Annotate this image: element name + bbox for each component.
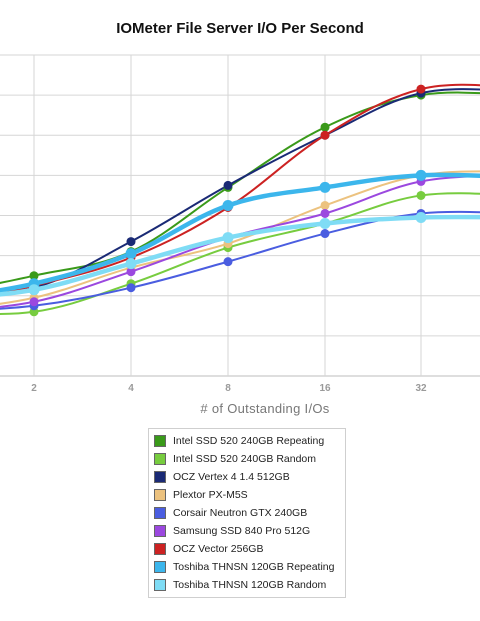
legend-item: Intel SSD 520 240GB Repeating <box>149 432 345 450</box>
series-3-point <box>126 237 136 247</box>
legend-label: Intel SSD 520 240GB Random <box>173 453 317 465</box>
x-tick-label: 8 <box>225 383 231 394</box>
legend-item: Corsair Neutron GTX 240GB <box>149 504 345 522</box>
legend-item: OCZ Vector 256GB <box>149 540 345 558</box>
series-1-point <box>29 271 39 281</box>
legend-label: Toshiba THNSN 120GB Random <box>173 579 327 591</box>
series-9-point <box>415 212 427 224</box>
series-5-point <box>126 283 136 293</box>
series-9-point <box>222 232 234 244</box>
legend-swatch <box>154 525 166 537</box>
legend-swatch <box>154 435 166 447</box>
x-tick-label: 4 <box>128 383 134 394</box>
legend-label: Samsung SSD 840 Pro 512G <box>173 525 311 537</box>
series-7-point <box>320 130 330 140</box>
legend-swatch <box>154 543 166 555</box>
series-8-point <box>319 181 331 193</box>
series-9-point <box>319 218 331 230</box>
series-1-line <box>0 91 480 284</box>
legend-swatch <box>154 471 166 483</box>
legend-item: OCZ Vertex 4 1.4 512GB <box>149 468 345 486</box>
series-6-point <box>29 297 39 307</box>
x-tick-labels: 2 4 8 16 32 <box>31 383 427 394</box>
x-tick-label: 32 <box>415 383 427 394</box>
series-8-point <box>222 199 234 211</box>
chart-title: IOMeter File Server I/O Per Second <box>116 20 364 37</box>
x-axis-label: # of Outstanding I/Os <box>200 401 330 416</box>
series-8-point <box>125 248 137 260</box>
x-tick-label: 16 <box>319 383 331 394</box>
series-6-point <box>320 208 330 218</box>
legend-item: Intel SSD 520 240GB Random <box>149 450 345 468</box>
gridlines <box>0 54 480 377</box>
legend-item: Toshiba THNSN 120GB Random <box>149 576 345 594</box>
series-2-point <box>416 190 426 200</box>
legend-item: Samsung SSD 840 Pro 512G <box>149 522 345 540</box>
series-9-point <box>28 284 40 296</box>
legend-label: Intel SSD 520 240GB Repeating <box>173 435 325 447</box>
legend-label: OCZ Vector 256GB <box>173 543 264 555</box>
series-9-point <box>125 258 137 270</box>
legend-swatch <box>154 561 166 573</box>
series-1-point <box>320 122 330 132</box>
series-8-point <box>415 169 427 181</box>
series-4-point <box>320 200 330 210</box>
legend-item: Toshiba THNSN 120GB Repeating <box>149 558 345 576</box>
series-3-line <box>0 88 480 295</box>
series-3-point <box>223 180 233 190</box>
series-7-point <box>416 84 426 94</box>
series-lines <box>0 83 480 316</box>
legend-swatch <box>154 453 166 465</box>
x-tick-label: 2 <box>31 383 37 394</box>
series-5-point <box>223 257 233 267</box>
series-points <box>28 84 427 317</box>
legend-swatch <box>154 579 166 591</box>
legend-swatch <box>154 489 166 501</box>
legend-label: OCZ Vertex 4 1.4 512GB <box>173 471 290 483</box>
series-5-line <box>0 210 480 310</box>
legend-swatch <box>154 507 166 519</box>
series-6-point <box>126 267 136 277</box>
legend-label: Toshiba THNSN 120GB Repeating <box>173 561 335 573</box>
legend-item: Plextor PX-M5S <box>149 486 345 504</box>
legend-label: Corsair Neutron GTX 240GB <box>173 507 308 519</box>
series-5-point <box>320 229 330 239</box>
legend: Intel SSD 520 240GB Repeating Intel SSD 5… <box>148 428 346 598</box>
legend-label: Plextor PX-M5S <box>173 489 248 501</box>
